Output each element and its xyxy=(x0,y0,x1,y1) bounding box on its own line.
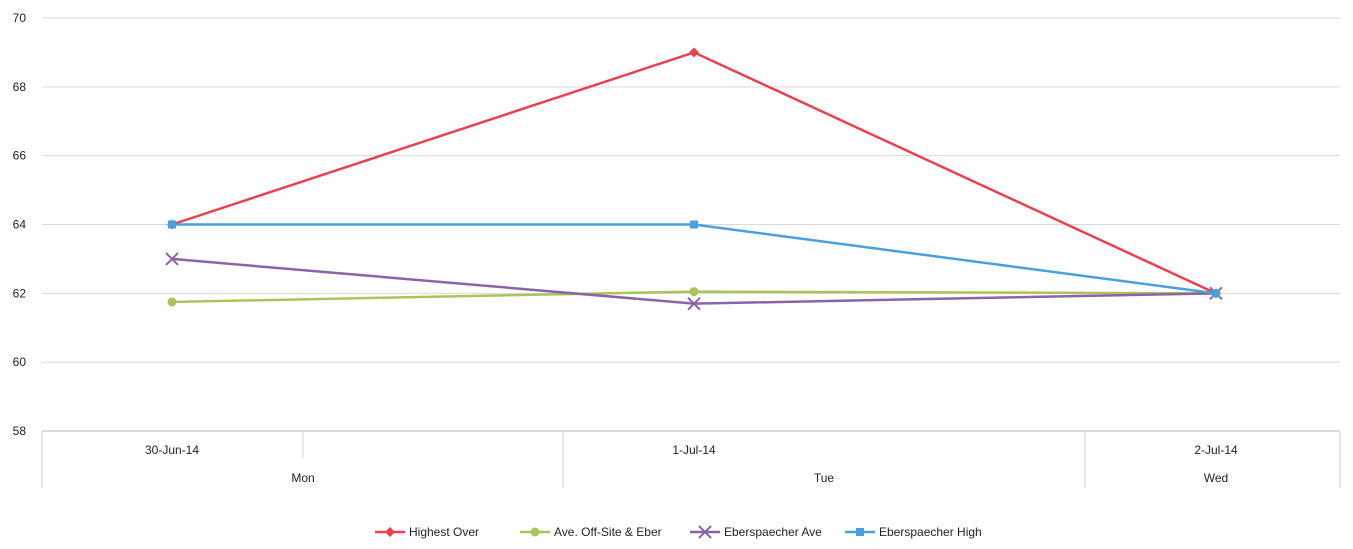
data-point xyxy=(530,527,540,537)
y-tick-label: 70 xyxy=(13,11,27,25)
y-tick-label: 64 xyxy=(13,218,27,232)
legend-item: Ave. Off-Site & Eber xyxy=(520,525,662,539)
x-day-label: Wed xyxy=(1204,471,1228,485)
x-tick-label: 2-Jul-14 xyxy=(1194,443,1238,457)
x-day-label: Mon xyxy=(291,471,314,485)
legend-label: Ave. Off-Site & Eber xyxy=(554,525,662,539)
y-axis-ticks: 58 60 62 64 66 68 70 xyxy=(13,11,27,438)
series-0 xyxy=(167,47,1221,299)
y-tick-label: 58 xyxy=(13,424,27,438)
legend-item: Eberspaecher High xyxy=(845,525,982,539)
data-point xyxy=(167,297,177,307)
series-layer xyxy=(165,47,1223,311)
legend-item: Eberspaecher Ave xyxy=(690,525,822,539)
x-axis: 30-Jun-14 1-Jul-14 2-Jul-14 Mon Tue Wed xyxy=(41,430,1341,488)
data-point xyxy=(168,220,176,229)
data-point xyxy=(165,252,179,266)
series-3 xyxy=(168,220,1220,298)
series-2 xyxy=(165,252,1223,311)
legend-label: Highest Over xyxy=(409,525,479,539)
x-tick-label: 30-Jun-14 xyxy=(145,443,199,457)
data-point xyxy=(1212,289,1220,298)
y-tick-label: 62 xyxy=(13,286,27,300)
y-tick-label: 68 xyxy=(13,80,27,94)
series-line xyxy=(172,223,1217,295)
data-point xyxy=(689,47,699,58)
x-day-label: Tue xyxy=(814,471,835,485)
series-line xyxy=(171,257,1217,305)
legend-label: Eberspaecher High xyxy=(879,525,982,539)
data-point xyxy=(689,287,699,297)
data-point xyxy=(698,525,712,539)
legend-item: Highest Over xyxy=(375,525,479,539)
data-point xyxy=(385,527,395,537)
y-tick-label: 60 xyxy=(13,355,27,369)
x-tick-label: 1-Jul-14 xyxy=(672,443,716,457)
series-line xyxy=(171,51,1217,295)
data-point xyxy=(856,528,864,536)
data-point xyxy=(687,296,701,311)
legend: Highest Over Ave. Off-Site & Eber Eberspae… xyxy=(375,525,982,539)
y-tick-label: 66 xyxy=(13,149,27,163)
data-point xyxy=(690,220,698,229)
legend-label: Eberspaecher Ave xyxy=(724,525,822,539)
